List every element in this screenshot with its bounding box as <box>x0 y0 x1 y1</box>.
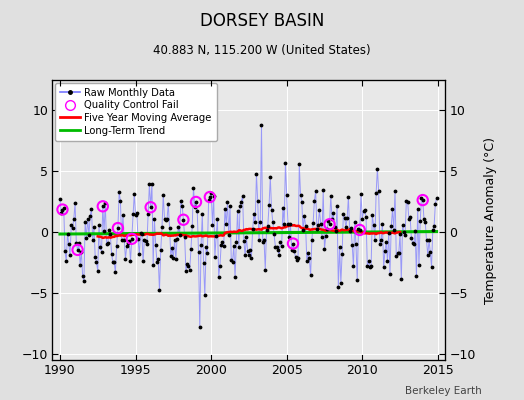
Point <box>127 236 136 242</box>
Text: DORSEY BASIN: DORSEY BASIN <box>200 12 324 30</box>
Text: Berkeley Earth: Berkeley Earth <box>406 386 482 396</box>
Point <box>147 204 155 210</box>
Y-axis label: Temperature Anomaly (°C): Temperature Anomaly (°C) <box>484 136 497 304</box>
Point <box>192 199 200 205</box>
Point <box>419 197 427 203</box>
Point <box>179 216 188 223</box>
Point <box>99 203 107 210</box>
Text: 40.883 N, 115.200 W (United States): 40.883 N, 115.200 W (United States) <box>153 44 371 57</box>
Point <box>58 206 67 213</box>
Point <box>356 227 364 233</box>
Point <box>205 194 214 200</box>
Point <box>114 225 122 231</box>
Legend: Raw Monthly Data, Quality Control Fail, Five Year Moving Average, Long-Term Tren: Raw Monthly Data, Quality Control Fail, … <box>56 83 217 140</box>
Point <box>73 247 82 253</box>
Point <box>325 221 334 228</box>
Point <box>289 240 297 247</box>
